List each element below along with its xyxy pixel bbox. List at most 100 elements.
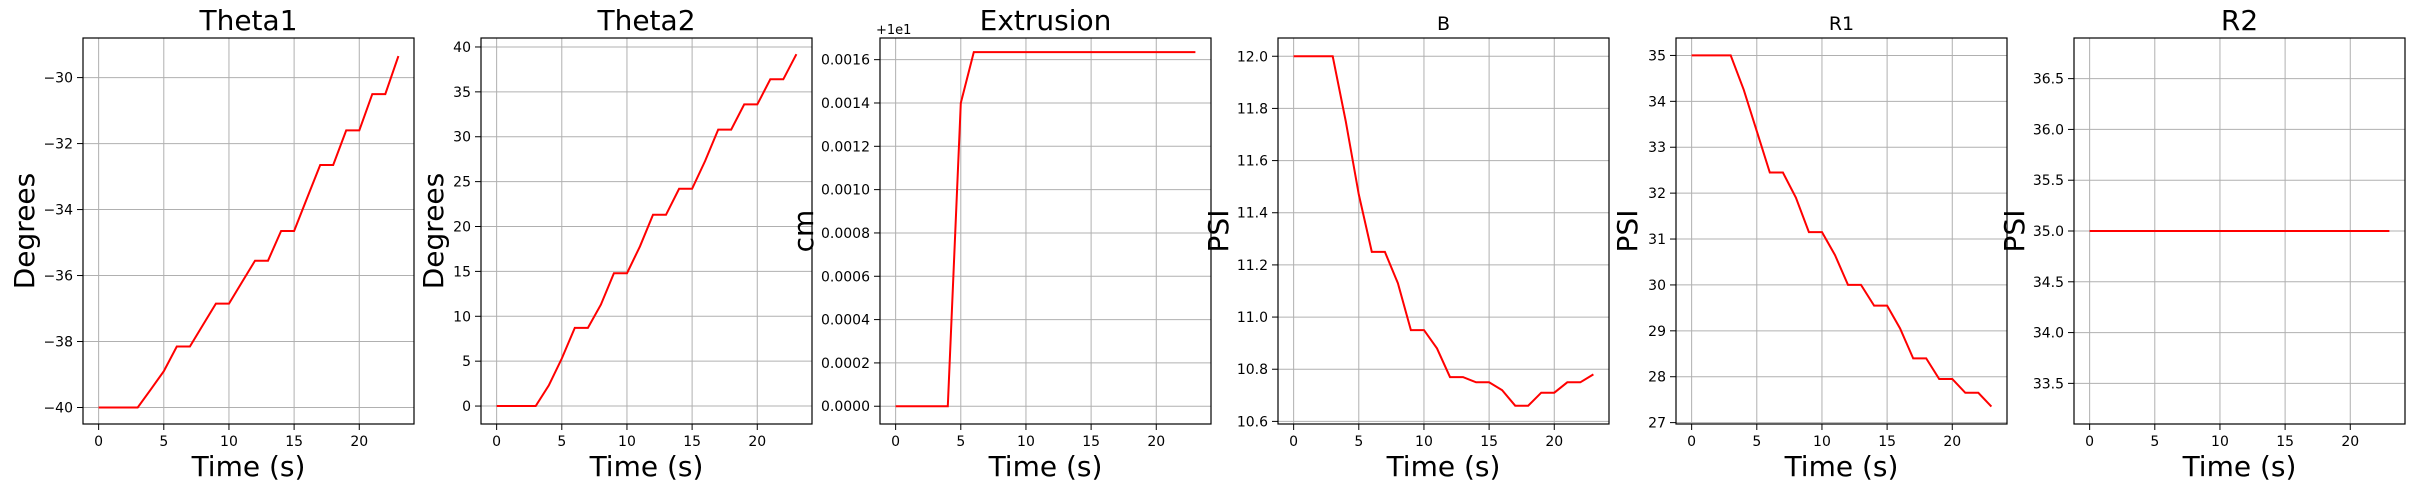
y-tick-label: 0.0004 — [821, 313, 870, 329]
plot-frame — [1675, 37, 2008, 425]
x-tick-label: 0 — [1289, 434, 1298, 450]
y-tick-label: 5 — [462, 354, 471, 370]
x-tick-label: 10 — [1017, 434, 1035, 450]
x-tick-label: 20 — [350, 434, 368, 450]
y-tick-label: 25 — [453, 175, 471, 191]
y-tick-label: 0.0000 — [821, 399, 870, 415]
y-tick-label: 0 — [462, 399, 471, 415]
y-tick-label: 10.8 — [1237, 362, 1268, 378]
y-tick-label: 30 — [453, 130, 471, 146]
y-tick-label: −34 — [43, 203, 73, 219]
x-axis-label: Time (s) — [191, 450, 306, 483]
y-tick-label: 36.0 — [2033, 122, 2064, 138]
y-tick-label: 11.8 — [1237, 101, 1268, 117]
x-axis-label: Time (s) — [589, 450, 704, 483]
y-axis-label: Degrees — [8, 173, 41, 290]
y-tick-label: −30 — [43, 71, 73, 87]
x-tick-label: 15 — [285, 434, 303, 450]
chart-2: 0 5 10 15 20 0 5 10 15 20 25 30 35 40 Theta2 Time (s) De… — [417, 4, 813, 483]
series-line — [1691, 54, 1993, 408]
axis-offset-text: +1e1 — [876, 23, 911, 38]
x-axis-label: Time (s) — [988, 450, 1103, 483]
x-tick-label: 0 — [891, 434, 900, 450]
chart-title: Theta2 — [596, 4, 695, 37]
y-tick-label: 11.6 — [1237, 154, 1268, 170]
y-tick-label: 35 — [453, 85, 471, 101]
y-tick-label: 10 — [453, 309, 471, 325]
x-tick-label: 15 — [1878, 434, 1896, 450]
y-tick-label: 35.5 — [2033, 173, 2064, 189]
y-tick-label: 28 — [1648, 370, 1666, 386]
y-axis-label: PSI — [1202, 210, 1235, 253]
chart-title: Extrusion — [980, 4, 1112, 37]
y-tick-label: 0.0012 — [821, 139, 870, 155]
y-tick-label: −36 — [43, 269, 73, 285]
y-tick-label: −40 — [43, 401, 73, 417]
x-tick-label: 10 — [618, 434, 636, 450]
x-axis-label: Time (s) — [1784, 450, 1899, 483]
y-tick-label: 40 — [453, 40, 471, 56]
y-tick-label: 11.2 — [1237, 258, 1268, 274]
x-tick-label: 15 — [1082, 434, 1100, 450]
y-axis-label: cm — [787, 210, 820, 253]
y-tick-label: 11.4 — [1237, 206, 1268, 222]
y-tick-label: −38 — [43, 335, 73, 351]
chart-3: 0 5 10 15 20 0.0000 0.0002 0.0004 0.0006 0.0008 0.… — [787, 4, 1212, 483]
x-tick-label: 0 — [1687, 434, 1696, 450]
y-tick-label: 34 — [1648, 94, 1666, 110]
chart-1: 0 5 10 15 20 −40 −38 −36 −34 −32 −30 Theta1 Time (s)… — [8, 4, 415, 483]
x-tick-label: 10 — [1415, 434, 1433, 450]
x-tick-label: 15 — [2276, 434, 2294, 450]
y-tick-label: 36.5 — [2033, 72, 2064, 88]
plot-frame — [1277, 37, 1610, 425]
x-tick-label: 10 — [1813, 434, 1831, 450]
x-tick-label: 20 — [1147, 434, 1165, 450]
x-tick-label: 20 — [1545, 434, 1563, 450]
x-tick-label: 10 — [2211, 434, 2229, 450]
plot-frame — [82, 37, 415, 425]
chart-4: 0 5 10 15 20 10.6 10.8 11.0 11.2 11.4 11.6 11.8 12.0… — [1202, 13, 1610, 483]
y-tick-label: 20 — [453, 220, 471, 236]
x-tick-label: 20 — [2341, 434, 2359, 450]
y-axis-label: Degrees — [417, 173, 450, 290]
y-tick-label: 34.0 — [2033, 326, 2064, 342]
chart-5: 0 5 10 15 20 27 28 29 30 31 32 33 34 35 R1 Time (s) PSI — [1611, 13, 2008, 483]
x-tick-label: 20 — [1943, 434, 1961, 450]
y-tick-label: 27 — [1648, 416, 1666, 432]
y-tick-label: −32 — [43, 137, 73, 153]
y-tick-label: 33.5 — [2033, 376, 2064, 392]
y-tick-label: 0.0002 — [821, 356, 870, 372]
y-tick-label: 0.0016 — [821, 53, 870, 69]
chart-title: R2 — [2221, 4, 2258, 37]
chart-title: R1 — [1829, 13, 1854, 35]
chart-title: B — [1437, 13, 1450, 35]
y-tick-label: 35 — [1648, 48, 1666, 64]
y-tick-label: 12.0 — [1237, 49, 1268, 65]
y-tick-label: 31 — [1648, 232, 1666, 248]
y-tick-label: 0.0008 — [821, 226, 870, 242]
y-tick-label: 33 — [1648, 140, 1666, 156]
x-tick-label: 15 — [1480, 434, 1498, 450]
chart-6: 0 5 10 15 20 33.5 34.0 34.5 35.0 35.5 36.0 36.5 R2 Ti… — [1998, 4, 2406, 483]
x-tick-label: 0 — [94, 434, 103, 450]
series-line — [895, 51, 1196, 408]
series-line — [496, 53, 798, 407]
chart-title: Theta1 — [198, 4, 297, 37]
x-tick-label: 5 — [1752, 434, 1761, 450]
x-tick-label: 0 — [2085, 434, 2094, 450]
y-tick-label: 34.5 — [2033, 275, 2064, 291]
y-tick-label: 32 — [1648, 186, 1666, 202]
x-axis-label: Time (s) — [2182, 450, 2297, 483]
y-tick-label: 0.0014 — [821, 96, 870, 112]
y-tick-label: 10.6 — [1237, 414, 1268, 430]
x-tick-label: 5 — [159, 434, 168, 450]
x-tick-label: 0 — [492, 434, 501, 450]
y-tick-label: 35.0 — [2033, 224, 2064, 240]
series-line — [98, 55, 400, 409]
plot-frame — [879, 37, 1212, 425]
y-axis-label: PSI — [1611, 210, 1644, 253]
x-tick-label: 5 — [557, 434, 566, 450]
series-line — [1293, 55, 1594, 407]
